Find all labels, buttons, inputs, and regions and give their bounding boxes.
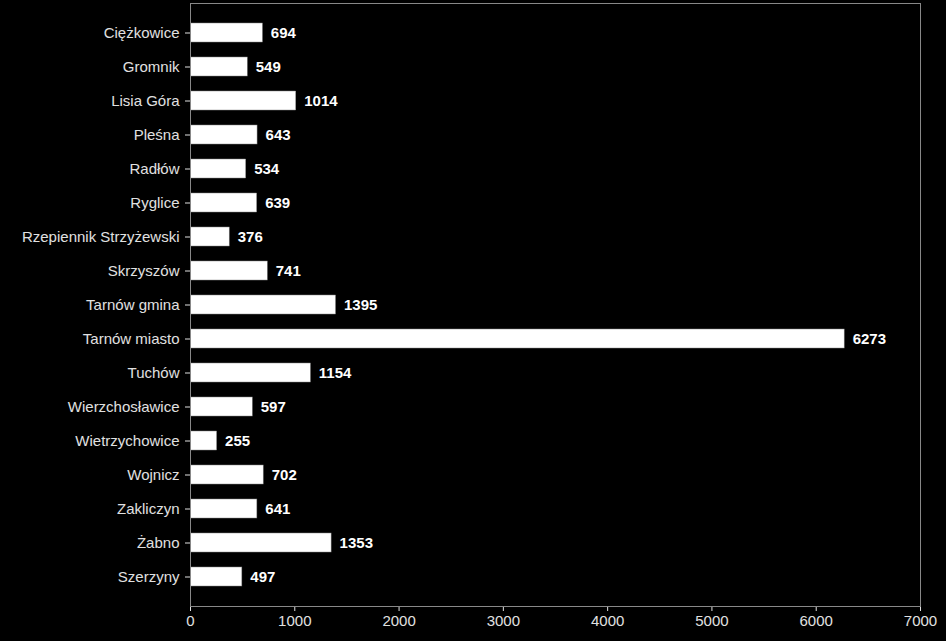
svg-text:2000: 2000 [382, 612, 415, 629]
svg-text:Szerzyny: Szerzyny [118, 568, 180, 585]
svg-text:Wierzchosławice: Wierzchosławice [68, 398, 180, 415]
svg-text:Zakliczyn: Zakliczyn [117, 500, 180, 517]
svg-text:549: 549 [256, 58, 281, 75]
svg-text:255: 255 [225, 432, 250, 449]
svg-text:1353: 1353 [340, 534, 373, 551]
svg-text:5000: 5000 [695, 612, 728, 629]
svg-text:Żabno: Żabno [137, 534, 180, 551]
svg-text:376: 376 [238, 228, 263, 245]
svg-text:Tarnów miasto: Tarnów miasto [83, 330, 180, 347]
svg-text:534: 534 [254, 160, 280, 177]
svg-text:741: 741 [276, 262, 301, 279]
svg-text:6273: 6273 [853, 330, 886, 347]
svg-text:Ciężkowice: Ciężkowice [104, 24, 180, 41]
svg-text:Ryglice: Ryglice [130, 194, 179, 211]
svg-text:Skrzyszów: Skrzyszów [108, 262, 180, 279]
svg-text:Wojnicz: Wojnicz [127, 466, 179, 483]
svg-text:3000: 3000 [487, 612, 520, 629]
svg-text:Lisia Góra: Lisia Góra [111, 92, 180, 109]
svg-text:4000: 4000 [591, 612, 624, 629]
svg-text:7000: 7000 [904, 612, 937, 629]
svg-text:641: 641 [265, 500, 290, 517]
svg-text:Radłów: Radłów [129, 160, 179, 177]
svg-text:1154: 1154 [319, 364, 352, 381]
svg-text:Tuchów: Tuchów [128, 364, 180, 381]
svg-text:1000: 1000 [278, 612, 311, 629]
svg-text:1014: 1014 [304, 92, 338, 109]
svg-text:702: 702 [272, 466, 297, 483]
svg-text:Pleśna: Pleśna [134, 126, 181, 143]
svg-text:1395: 1395 [344, 296, 377, 313]
svg-text:Rzepiennik Strzyżewski: Rzepiennik Strzyżewski [22, 228, 180, 245]
svg-text:497: 497 [250, 568, 275, 585]
svg-text:Wietrzychowice: Wietrzychowice [75, 432, 179, 449]
svg-text:639: 639 [265, 194, 290, 211]
svg-text:643: 643 [266, 126, 291, 143]
svg-text:0: 0 [186, 612, 194, 629]
svg-text:Tarnów gmina: Tarnów gmina [86, 296, 180, 313]
svg-text:597: 597 [261, 398, 286, 415]
svg-text:694: 694 [271, 24, 297, 41]
svg-text:6000: 6000 [800, 612, 833, 629]
svg-text:Gromnik: Gromnik [123, 58, 180, 75]
